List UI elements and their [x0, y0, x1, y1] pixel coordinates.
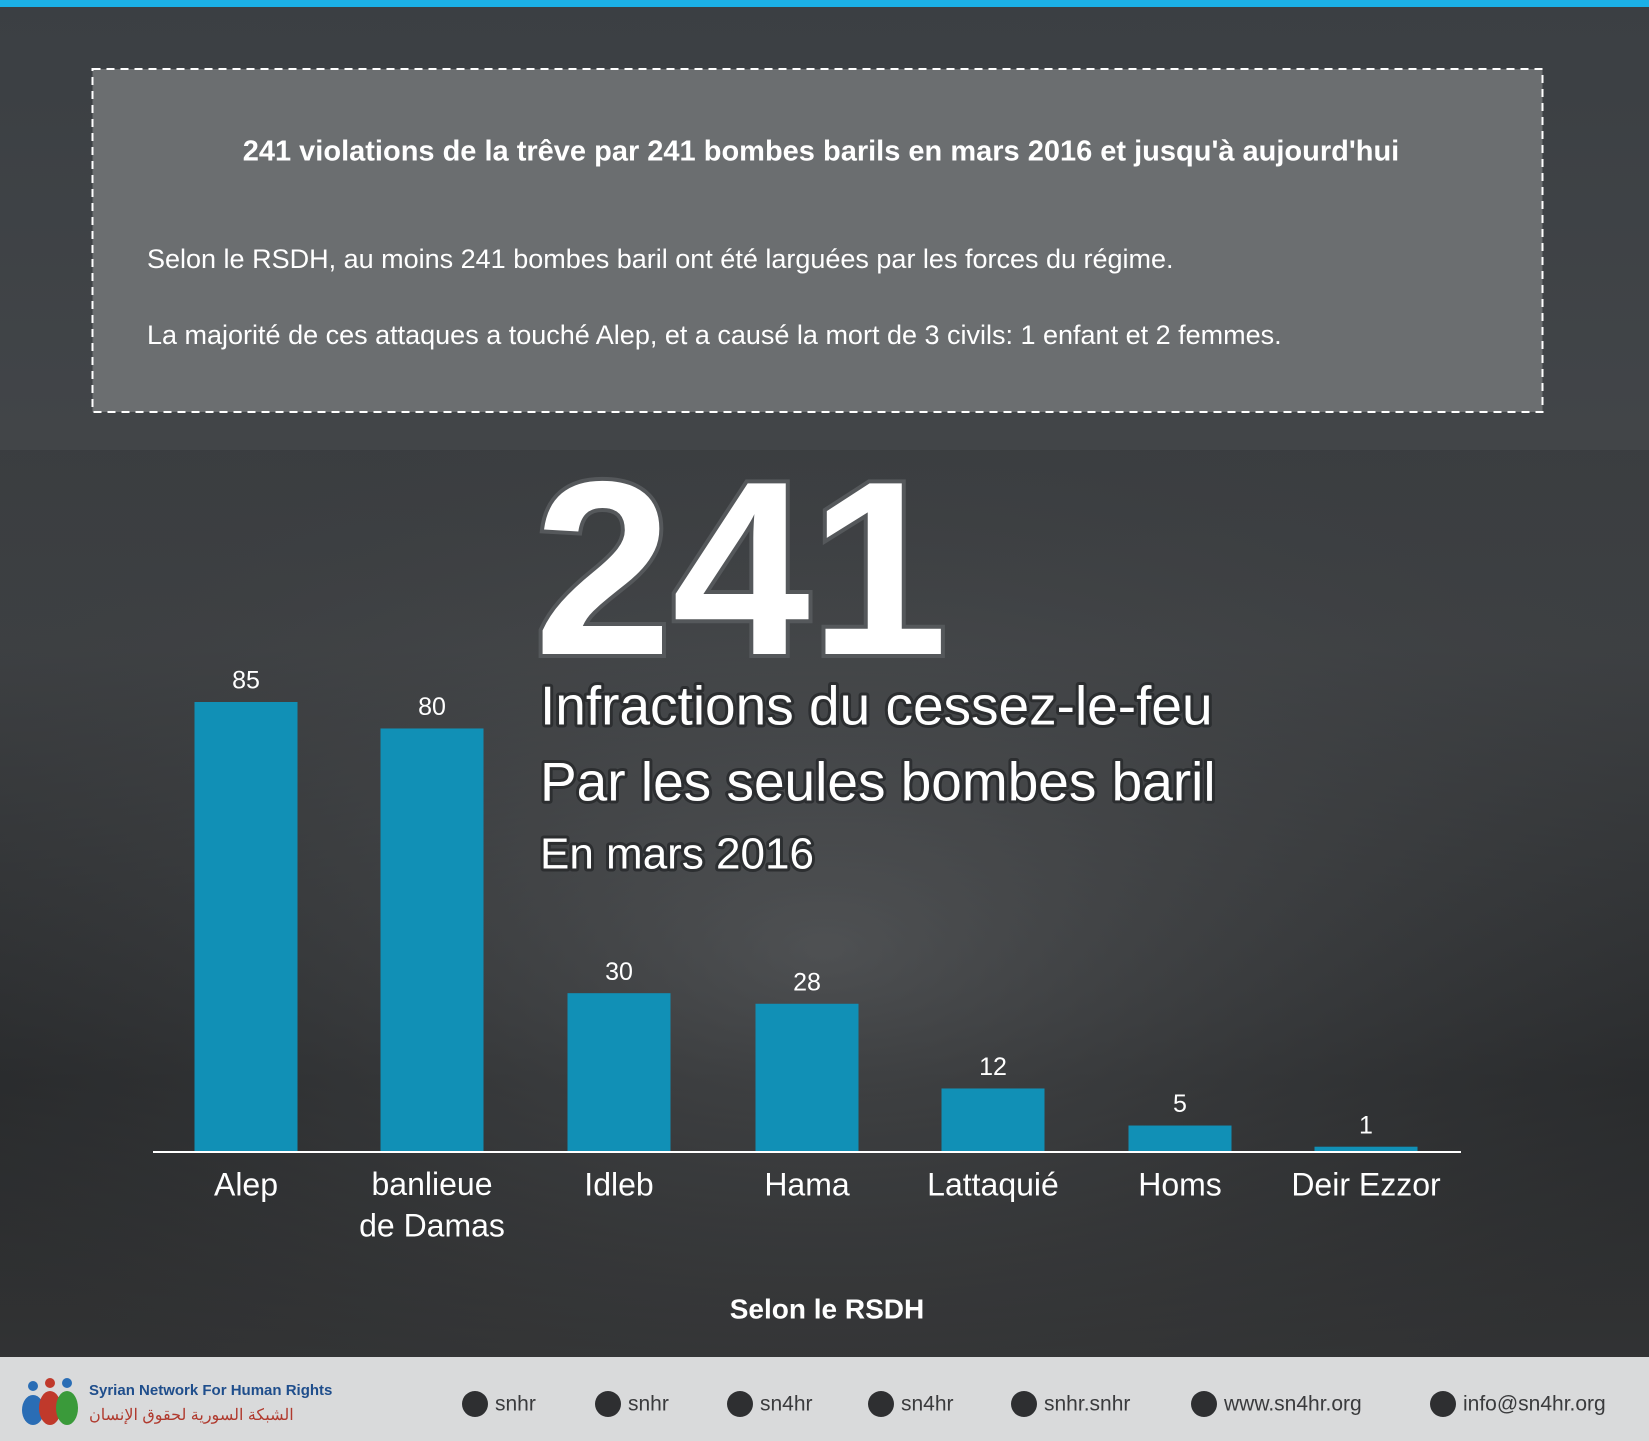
x-tick-label: Lattaquié — [927, 1166, 1059, 1202]
logo-figure — [22, 1395, 44, 1425]
link-icon[interactable] — [1191, 1391, 1217, 1417]
footer — [0, 1357, 1649, 1441]
headline-line: Infractions du cessez-le-feu — [540, 675, 1213, 737]
x-tick-label: banlieue de Damas — [359, 1166, 505, 1244]
value-label: 80 — [418, 693, 446, 721]
org-name-arabic: الشبكة السورية لحقوق الإنسان — [89, 1407, 294, 1424]
footer-link[interactable]: sn4hr — [901, 1393, 954, 1416]
headline-subtitle: En mars 2016 — [540, 830, 814, 879]
logo-figure — [56, 1391, 78, 1425]
link-icon[interactable] — [727, 1391, 753, 1417]
logo-dot — [45, 1378, 55, 1388]
x-tick-label: Hama — [764, 1166, 850, 1202]
bar — [194, 702, 298, 1152]
summary-paragraph: Selon le RSDH, au moins 241 bombes baril… — [147, 244, 1174, 274]
value-label: 85 — [232, 667, 260, 695]
value-label: 30 — [605, 958, 633, 986]
value-label: 12 — [979, 1053, 1007, 1081]
x-tick-label: Deir Ezzor — [1291, 1166, 1441, 1202]
x-tick-label: Idleb — [584, 1166, 653, 1202]
source-note: Selon le RSDH — [730, 1293, 924, 1324]
summary-paragraph: La majorité de ces attaques a touché Ale… — [147, 320, 1282, 350]
footer-links: snhr snhr sn4hr sn4hr snhr.snhr www.sn4hr.org… — [462, 1391, 1606, 1417]
bar — [1314, 1146, 1418, 1152]
footer-link[interactable]: www.sn4hr.org — [1223, 1393, 1362, 1416]
link-icon[interactable] — [1011, 1391, 1037, 1417]
x-tick-label: Homs — [1138, 1166, 1222, 1202]
summary-title: 241 violations de la trêve par 241 bombe… — [243, 136, 1400, 168]
link-icon[interactable] — [868, 1391, 894, 1417]
summary-box — [91, 68, 1544, 413]
bar — [941, 1088, 1045, 1152]
logo-dot — [28, 1381, 38, 1391]
value-label: 5 — [1173, 1090, 1187, 1118]
headline-number: 241 — [534, 429, 948, 707]
footer-link[interactable]: sn4hr — [760, 1393, 813, 1416]
value-label: 1 — [1359, 1111, 1373, 1139]
value-label: 28 — [793, 968, 821, 996]
link-icon[interactable] — [595, 1391, 621, 1417]
bar — [1128, 1125, 1232, 1152]
bar — [755, 1003, 859, 1152]
link-icon[interactable] — [1430, 1391, 1456, 1417]
org-name: Syrian Network For Human Rights — [89, 1382, 332, 1399]
bar — [380, 728, 484, 1152]
footer-link[interactable]: info@sn4hr.org — [1463, 1393, 1606, 1416]
logo-dot — [62, 1378, 72, 1388]
headline-line: Par les seules bombes baril — [540, 751, 1216, 813]
top-stripe — [0, 0, 1649, 7]
bar-chart: 85 Alep 80 banlieue de Damas 30 Idleb 28 Hama 12 L… — [153, 667, 1461, 1244]
footer-link[interactable]: snhr — [495, 1393, 536, 1416]
x-tick-label: Alep — [214, 1166, 278, 1202]
logo-figure — [39, 1391, 61, 1425]
bar — [567, 993, 671, 1152]
link-icon[interactable] — [462, 1391, 488, 1417]
logo — [22, 1378, 78, 1425]
footer-link[interactable]: snhr — [628, 1393, 669, 1416]
footer-link[interactable]: snhr.snhr — [1044, 1393, 1130, 1416]
